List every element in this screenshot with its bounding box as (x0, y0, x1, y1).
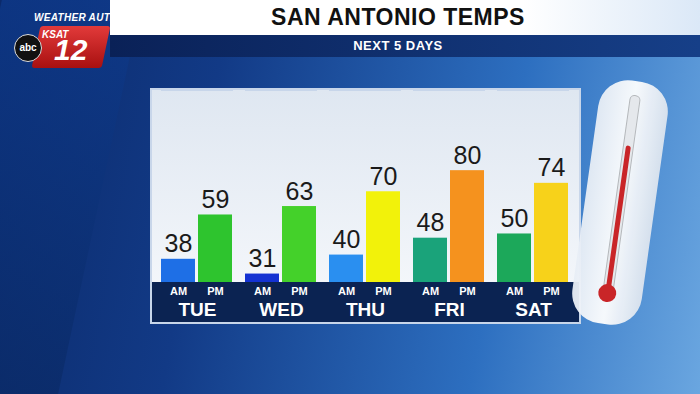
svg-text:SAT: SAT (515, 299, 552, 320)
html-text:12: 12 (54, 33, 88, 66)
svg-text:59: 59 (202, 185, 230, 213)
svg-text:THU: THU (346, 299, 385, 320)
svg-text:AM: AM (506, 285, 523, 297)
svg-text:40: 40 (333, 225, 361, 253)
svg-text:31: 31 (249, 244, 277, 272)
svg-text:80: 80 (454, 141, 482, 169)
svg-text:PM: PM (459, 285, 476, 297)
html-text:abc: abc (19, 42, 37, 53)
svg-text:AM: AM (422, 285, 439, 297)
svg-text:WED: WED (259, 299, 303, 320)
svg-text:50: 50 (501, 204, 529, 232)
svg-text:PM: PM (291, 285, 308, 297)
svg-text:PM: PM (543, 285, 560, 297)
svg-text:48: 48 (417, 208, 445, 236)
svg-text:PM: PM (375, 285, 392, 297)
svg-text:AM: AM (338, 285, 355, 297)
svg-text:AM: AM (254, 285, 271, 297)
html-text:WEATHER AUTHORITY: WEATHER AUTHORITY (34, 12, 150, 23)
svg-text:38: 38 (165, 229, 193, 257)
svg-text:FRI: FRI (434, 299, 465, 320)
svg-text:AM: AM (170, 285, 187, 297)
svg-text:70: 70 (370, 162, 398, 190)
svg-text:63: 63 (286, 177, 314, 205)
svg-text:74: 74 (538, 153, 566, 181)
html-text:KSAT: KSAT (42, 29, 69, 40)
svg-text:TUE: TUE (179, 299, 217, 320)
html-text:NEXT 5 DAYS: NEXT 5 DAYS (353, 38, 443, 53)
html-text:SAN ANTONIO TEMPS: SAN ANTONIO TEMPS (271, 4, 525, 30)
svg-text:PM: PM (207, 285, 224, 297)
